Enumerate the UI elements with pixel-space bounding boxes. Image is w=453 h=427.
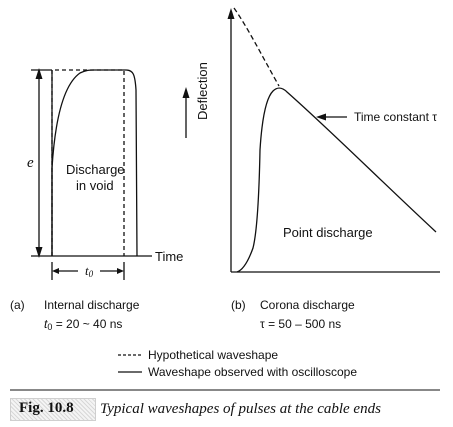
observed-waveshape-b: [236, 87, 437, 273]
legend-graphics: [118, 354, 142, 373]
figure-caption-text: Typical waveshapes of pulses at the cabl…: [100, 401, 381, 417]
inside-label-line2: in void: [76, 178, 114, 193]
figure-number-box: [10, 398, 96, 421]
hypothetical-waveshape-b: [233, 7, 280, 87]
t0-arrowhead-left: [52, 268, 59, 274]
amplitude-arrow-head-top: [35, 68, 43, 79]
t0-arrowhead-right: [117, 268, 124, 274]
legend-dashed-label: Hypothetical waveshape: [148, 348, 279, 362]
observed-waveshape-a: [51, 69, 138, 257]
y-axis-label: Deflection: [195, 62, 210, 120]
caption-a-prefix: (a): [10, 298, 25, 312]
deflection-indicator-arrowhead: [182, 87, 190, 98]
inside-label-line1: Discharge: [66, 162, 125, 177]
time-constant-arrowhead: [316, 113, 326, 121]
amplitude-label: e: [27, 155, 34, 171]
time-constant-label: Time constant τ: [354, 110, 437, 124]
t0-label: t0: [85, 263, 94, 279]
caption-a-param: t0 = 20 ~ 40 ns: [44, 317, 123, 332]
amplitude-arrow-head-bottom: [35, 247, 43, 258]
legend-solid-label: Waveshape observed with oscilloscope: [148, 365, 357, 379]
caption-b-param: τ = 50 – 500 ns: [260, 317, 342, 331]
caption-b-title: Corona discharge: [260, 298, 355, 312]
caption-a-title: Internal discharge: [44, 298, 140, 312]
time-axis-label: Time: [155, 249, 184, 264]
deflection-axis-arrowhead: [227, 8, 235, 19]
figure-number: Fig. 10.8: [19, 400, 74, 416]
point-discharge-label: Point discharge: [283, 225, 373, 240]
panel-b-graphics: [182, 7, 440, 273]
caption-b-prefix: (b): [231, 298, 246, 312]
panel-a-graphics: [31, 68, 152, 280]
